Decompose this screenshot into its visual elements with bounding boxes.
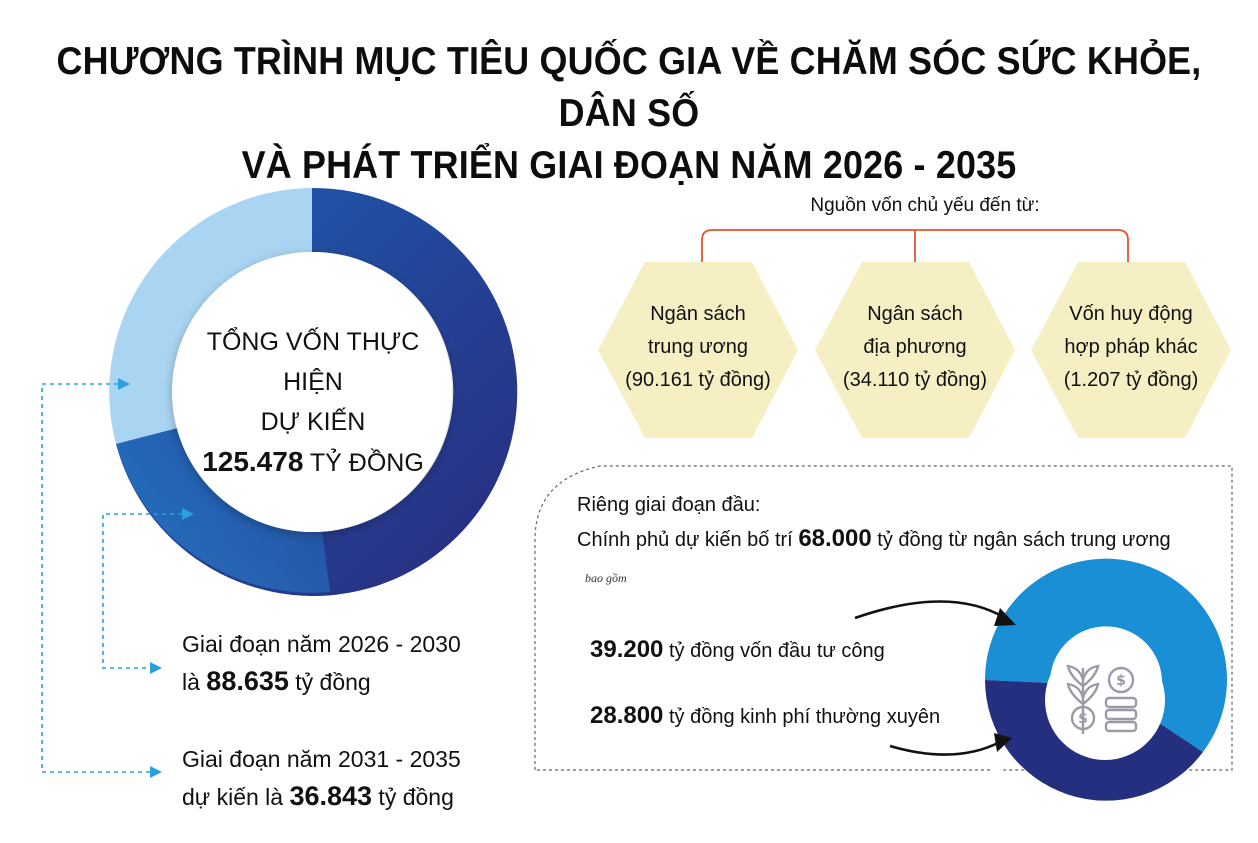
phase1-note: bao gồm bbox=[585, 571, 627, 585]
phase1-heading: Riêng giai đoạn đầu: bbox=[577, 494, 761, 516]
period-2026-2030: Giai đoạn năm 2026 - 2030 là 88.635 tỷ đ… bbox=[182, 626, 461, 701]
phase1-segment-investment bbox=[984, 558, 1227, 752]
donut-segment-2031-2035 bbox=[109, 188, 312, 444]
donut-segment-inner-shade bbox=[116, 428, 330, 593]
total-amount-line: 125.478 TỶ ĐỒNG bbox=[178, 442, 448, 483]
phase1-statement: Chính phủ dự kiến bố trí 68.000 tỷ đồng … bbox=[577, 525, 1171, 552]
source-other: Vốn huy động hợp pháp khác (1.207 tỷ đồn… bbox=[1063, 303, 1199, 391]
hexagon-other-sources bbox=[1031, 262, 1231, 438]
period-label: Giai đoạn năm 2031 - 2035 bbox=[182, 746, 461, 772]
source-central-budget: Ngân sách trung ương (90.161 tỷ đồng) bbox=[625, 303, 771, 391]
svg-text:$: $ bbox=[1078, 711, 1088, 727]
arrowhead bbox=[150, 766, 162, 778]
item-label: tỷ đồng vốn đầu tư công bbox=[663, 640, 885, 662]
item-label: tỷ đồng kinh phí thường xuyên bbox=[663, 706, 941, 728]
period-2031-2035: Giai đoạn năm 2031 - 2035 dự kiến là 36.… bbox=[182, 741, 461, 816]
arrow-to-investment bbox=[854, 600, 1006, 620]
arrow-to-recurrent bbox=[889, 740, 1001, 756]
period-amount: 36.843 bbox=[289, 781, 373, 811]
arrowhead bbox=[994, 733, 1012, 752]
period-amount-line: là 88.635 tỷ đồng bbox=[182, 666, 371, 696]
arrowhead bbox=[118, 378, 130, 390]
arrowhead bbox=[994, 608, 1016, 626]
period-amount-line: dự kiến là 36.843 tỷ đồng bbox=[182, 781, 454, 811]
dollar-sign-icons: $ $ bbox=[1078, 673, 1126, 727]
page-title: CHƯƠNG TRÌNH MỤC TIÊU QUỐC GIA VỀ CHĂM S… bbox=[50, 36, 1207, 192]
phase1-amount: 68.000 bbox=[798, 525, 872, 552]
donut-center bbox=[172, 252, 452, 532]
total-line-2: DỰ KIẾN bbox=[260, 408, 366, 436]
title-line-2: VÀ PHÁT TRIỂN GIAI ĐOẠN NĂM 2026 - 2035 bbox=[241, 144, 1017, 187]
sources-heading: Nguồn vốn chủ yếu đến từ: bbox=[810, 195, 1040, 216]
phase1-donut bbox=[984, 558, 1227, 801]
hexagon-central-budget bbox=[598, 262, 798, 438]
phase1-box bbox=[534, 465, 1233, 771]
item-amount: 39.200 bbox=[590, 636, 664, 663]
total-label: TỔNG VỐN THỰC HIỆN DỰ KIẾN 125.478 TỶ ĐỒ… bbox=[178, 322, 448, 483]
phase1-recurrent: 28.800 tỷ đồng kinh phí thường xuyên bbox=[590, 702, 940, 730]
money-plant-icon bbox=[1066, 664, 1138, 734]
total-donut bbox=[109, 187, 518, 596]
source-hexagons bbox=[598, 262, 1231, 438]
item-amount: 28.800 bbox=[590, 702, 664, 729]
title-line-1: CHƯƠNG TRÌNH MỤC TIÊU QUỐC GIA VỀ CHĂM S… bbox=[56, 40, 1202, 135]
total-unit: TỶ ĐỒNG bbox=[303, 449, 424, 477]
hexagon-local-budget bbox=[815, 262, 1015, 438]
svg-text:$: $ bbox=[1116, 673, 1126, 689]
total-line-1: TỔNG VỐN THỰC HIỆN bbox=[206, 328, 420, 396]
period-label: Giai đoạn năm 2026 - 2030 bbox=[182, 631, 461, 657]
source-tree bbox=[701, 229, 1129, 270]
arrowhead bbox=[150, 662, 162, 674]
phase1-arrows bbox=[854, 600, 1006, 756]
period-amount: 88.635 bbox=[206, 666, 289, 696]
period-connectors bbox=[41, 383, 190, 773]
source-local-budget: Ngân sách địa phương (34.110 tỷ đồng) bbox=[842, 303, 988, 391]
total-amount: 125.478 bbox=[202, 446, 304, 477]
connector-outer bbox=[41, 383, 152, 773]
arrowhead bbox=[182, 508, 194, 520]
phase1-investment: 39.200 tỷ đồng vốn đầu tư công bbox=[590, 636, 885, 664]
connector-arrowheads bbox=[118, 378, 194, 778]
phase1-arrowheads bbox=[994, 608, 1016, 752]
connector-inner bbox=[102, 513, 190, 669]
